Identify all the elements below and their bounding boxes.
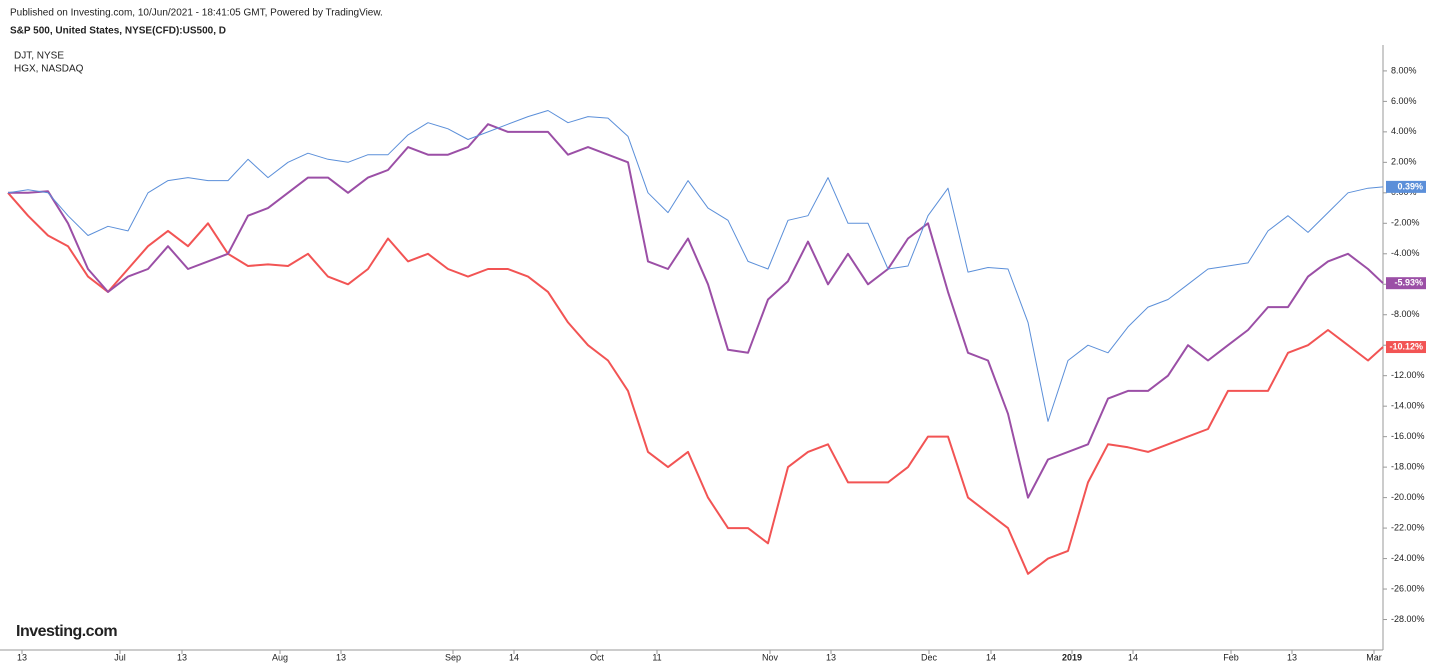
x-tick-label: Feb [1223, 652, 1239, 662]
end-label: 0.39% [1386, 180, 1426, 193]
end-label-box [1386, 180, 1426, 193]
x-tick-label: 14 [986, 652, 996, 662]
y-tick-label: -22.00% [1391, 522, 1425, 532]
x-tick-label: 14 [1128, 652, 1138, 662]
series-line [7, 110, 1384, 422]
y-tick-label: -2.00% [1391, 218, 1420, 228]
y-tick-label: -20.00% [1391, 492, 1425, 502]
y-tick-label: -26.00% [1391, 583, 1425, 593]
x-tick-label: 13 [336, 652, 346, 662]
y-tick-label: -14.00% [1391, 401, 1425, 411]
y-tick-label: 8.00% [1391, 65, 1417, 75]
x-tick-label: Nov [762, 652, 779, 662]
x-tick-label: Dec [921, 652, 938, 662]
x-tick-label: 13 [177, 652, 187, 662]
end-label-box [1386, 277, 1426, 290]
x-tick-label: 13 [17, 652, 27, 662]
y-tick-label: -8.00% [1391, 309, 1420, 319]
logo: Investing.com [16, 623, 117, 640]
x-tick-label: 2019 [1062, 652, 1082, 662]
x-tick-label: 13 [826, 652, 836, 662]
x-tick-label: Aug [272, 652, 288, 662]
x-tick-label: 11 [652, 652, 661, 662]
chart-title: S&P 500, United States, NYSE(CFD):US500,… [10, 26, 226, 37]
published-note: Published on Investing.com, 10/Jun/2021 … [10, 8, 383, 19]
x-tick-label: Jul [114, 652, 126, 662]
y-tick-label: -24.00% [1391, 553, 1425, 563]
x-tick-label: 13 [1287, 652, 1297, 662]
end-label-text: -5.93% [1394, 278, 1423, 288]
y-tick-label: -18.00% [1391, 462, 1425, 472]
end-label-box [1386, 341, 1426, 354]
x-tick-label: 14 [509, 652, 519, 662]
legend-entry: HGX, NASDAQ [14, 64, 84, 75]
end-label-text: 0.39% [1397, 181, 1423, 191]
y-tick-label: 6.00% [1391, 96, 1417, 106]
y-tick-label: -12.00% [1391, 370, 1425, 380]
end-label: -10.12% [1386, 341, 1426, 354]
end-label: -5.93% [1386, 277, 1426, 290]
y-tick-label: -4.00% [1391, 248, 1420, 258]
series-line [7, 192, 1384, 575]
y-tick-label: -28.00% [1391, 614, 1425, 624]
y-tick-label: 2.00% [1391, 157, 1417, 167]
legend-entry: DJT, NYSE [14, 51, 64, 62]
series-line [8, 123, 1384, 499]
x-tick-label: Mar [1366, 652, 1382, 662]
y-tick-label: -16.00% [1391, 431, 1425, 441]
end-label-text: -10.12% [1389, 341, 1423, 351]
y-tick-label: 4.00% [1391, 126, 1417, 136]
x-tick-label: Oct [590, 652, 605, 662]
x-tick-label: Sep [445, 652, 461, 662]
